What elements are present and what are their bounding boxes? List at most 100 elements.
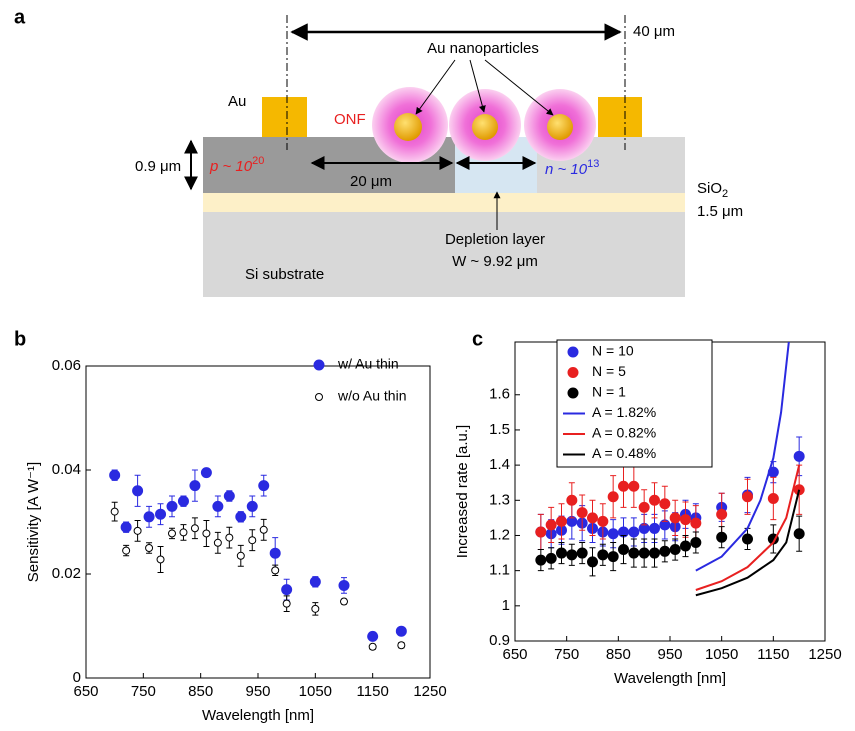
electrode bbox=[262, 97, 307, 137]
data-point bbox=[576, 547, 588, 559]
y-tick-label: 1.1 bbox=[489, 562, 510, 579]
data-point bbox=[556, 547, 567, 559]
data-point bbox=[680, 540, 691, 552]
x-tick-label: 1050 bbox=[705, 646, 738, 663]
label: Au nanoparticles bbox=[427, 40, 539, 57]
nanoparticle bbox=[394, 113, 422, 141]
data-point bbox=[566, 549, 578, 561]
data-point bbox=[793, 450, 805, 462]
y-tick-label: 1.5 bbox=[489, 421, 510, 438]
label: Depletion layer bbox=[445, 231, 545, 248]
data-point bbox=[618, 544, 629, 556]
data-point bbox=[110, 507, 119, 516]
label: SiO2 bbox=[697, 180, 728, 200]
data-point bbox=[669, 544, 681, 556]
data-point bbox=[166, 500, 178, 512]
data-point bbox=[556, 515, 567, 527]
y-axis-label: Increased rate [a.u.] bbox=[454, 425, 471, 558]
x-axis-label: Wavelength [nm] bbox=[614, 670, 726, 687]
legend-marker bbox=[567, 387, 579, 399]
nanoparticle bbox=[472, 114, 498, 140]
data-point bbox=[271, 566, 280, 575]
plot-area bbox=[535, 342, 805, 597]
y-tick-label: 1.3 bbox=[489, 491, 510, 508]
data-point bbox=[618, 480, 629, 492]
label: 0.9 μm bbox=[135, 158, 181, 175]
data-point bbox=[338, 579, 350, 591]
data-point bbox=[200, 467, 212, 479]
data-point bbox=[535, 526, 547, 538]
legend-label: N = 1 bbox=[592, 384, 626, 400]
data-point bbox=[223, 490, 235, 502]
x-tick-label: 850 bbox=[188, 683, 213, 700]
data-point bbox=[649, 494, 660, 506]
data-point bbox=[716, 531, 728, 543]
data-point bbox=[145, 544, 154, 552]
data-point bbox=[236, 551, 245, 560]
oxide-layer bbox=[203, 193, 685, 212]
x-tick-label: 650 bbox=[73, 683, 98, 700]
x-tick-label: 750 bbox=[131, 683, 156, 700]
data-point bbox=[309, 576, 321, 588]
data-point bbox=[690, 537, 702, 549]
data-point bbox=[545, 552, 557, 564]
label: ONF bbox=[334, 111, 366, 128]
data-point bbox=[680, 514, 691, 526]
y-tick-label: 1.4 bbox=[489, 456, 510, 473]
fit-curve bbox=[695, 342, 790, 572]
legend-frame bbox=[556, 339, 713, 468]
data-point bbox=[607, 551, 619, 563]
data-point bbox=[587, 512, 598, 524]
legend-label: A = 0.82% bbox=[592, 425, 656, 441]
data-point bbox=[225, 533, 234, 542]
label: Au bbox=[228, 93, 246, 110]
label: n ~ 1013 bbox=[545, 158, 599, 178]
data-point bbox=[767, 493, 779, 505]
subscript: 2 bbox=[722, 188, 728, 200]
data-point bbox=[177, 495, 189, 507]
y-axis-label: Sensitivity [A W⁻¹] bbox=[25, 462, 42, 582]
nanoparticle bbox=[547, 114, 573, 140]
electrode bbox=[598, 97, 642, 137]
data-point bbox=[269, 547, 281, 559]
y-tick-label: 0.06 bbox=[52, 357, 81, 374]
data-point bbox=[122, 546, 131, 555]
label: 1.5 μm bbox=[697, 203, 743, 220]
data-point bbox=[566, 494, 578, 506]
data-point bbox=[628, 526, 640, 538]
data-point bbox=[368, 642, 377, 651]
data-point bbox=[282, 599, 291, 608]
data-point bbox=[535, 554, 547, 566]
data-point bbox=[246, 500, 258, 512]
x-tick-label: 950 bbox=[657, 646, 682, 663]
legend-marker bbox=[313, 359, 325, 371]
legend-label: N = 10 bbox=[592, 343, 634, 359]
data-point bbox=[258, 480, 270, 492]
x-tick-label: 850 bbox=[606, 646, 631, 663]
data-point bbox=[190, 524, 199, 533]
y-tick-label: 0.9 bbox=[489, 632, 510, 649]
data-point bbox=[311, 604, 320, 613]
data-point bbox=[202, 529, 211, 538]
data-point bbox=[576, 507, 588, 519]
x-axis-label: Wavelength [nm] bbox=[202, 707, 314, 724]
legend-marker bbox=[315, 393, 323, 401]
y-tick-label: 0.04 bbox=[52, 461, 81, 478]
x-tick-label: 750 bbox=[554, 646, 579, 663]
x-tick-label: 1050 bbox=[299, 683, 332, 700]
y-tick-label: 0 bbox=[73, 669, 81, 686]
panel-label: c bbox=[472, 328, 483, 350]
data-point bbox=[212, 500, 224, 512]
pointer bbox=[469, 59, 486, 113]
data-point bbox=[120, 521, 132, 533]
y-tick-label: 1.6 bbox=[489, 386, 510, 403]
panel-label: b bbox=[14, 328, 26, 350]
data-point bbox=[649, 547, 660, 559]
data-point bbox=[742, 491, 753, 503]
data-point bbox=[281, 584, 293, 596]
x-tick-label: 650 bbox=[502, 646, 527, 663]
label: W ~ 9.92 μm bbox=[452, 253, 538, 270]
data-point bbox=[235, 511, 247, 523]
x-tick-label: 1150 bbox=[757, 646, 789, 663]
